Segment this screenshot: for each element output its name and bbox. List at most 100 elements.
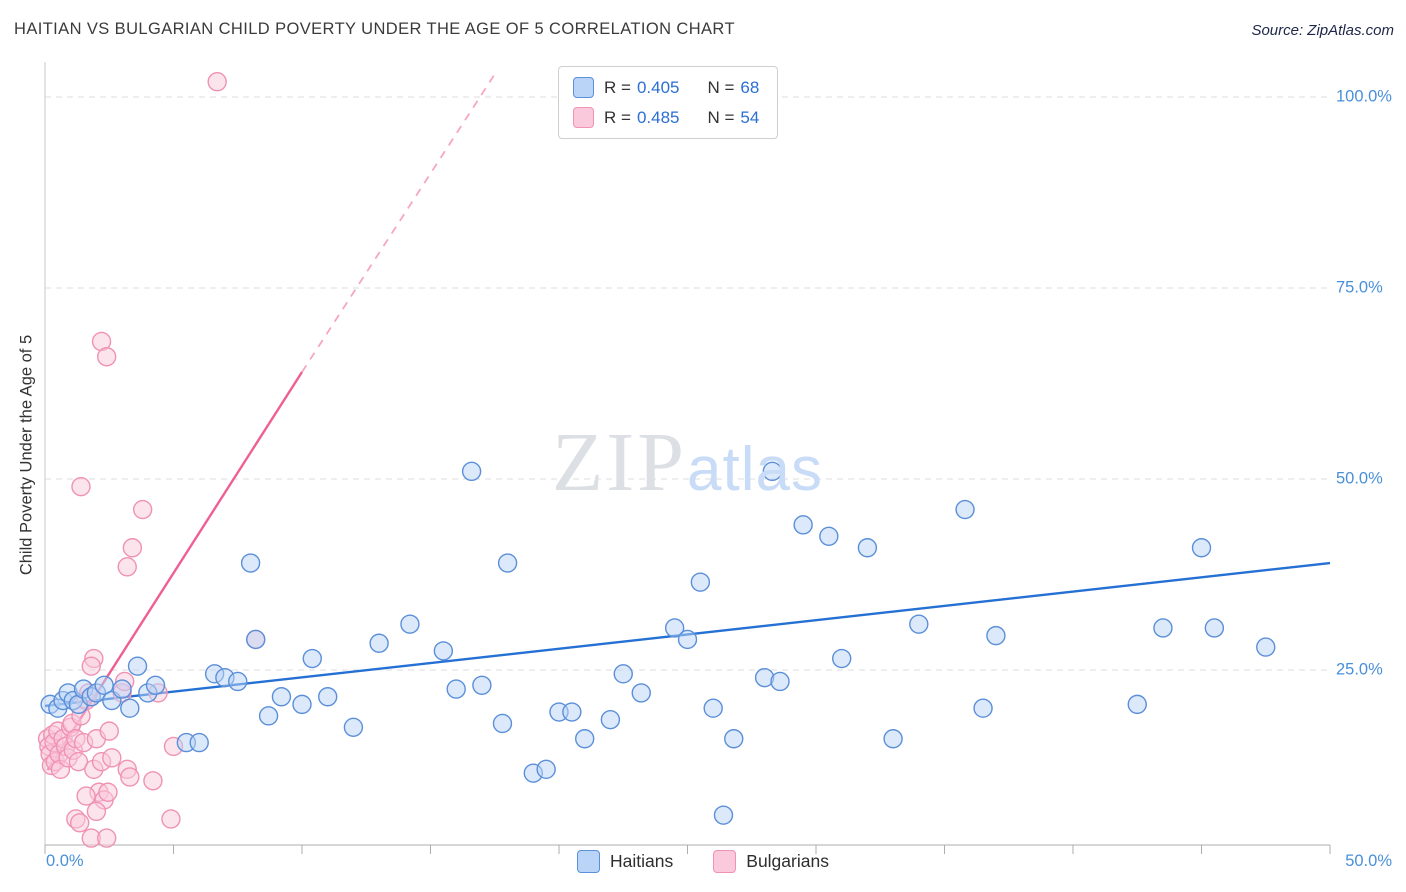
haitians-scatter-point[interactable] bbox=[228, 671, 248, 692]
haitians-scatter-point[interactable] bbox=[145, 675, 166, 695]
haitians-scatter-point[interactable] bbox=[664, 618, 685, 638]
haitians-scatter-point[interactable] bbox=[302, 648, 322, 669]
y-axis-tick-label-25: 25.0% bbox=[1336, 660, 1383, 679]
bulgarians-scatter-point[interactable] bbox=[102, 748, 122, 768]
haitians-scatter-point[interactable] bbox=[318, 687, 338, 707]
haitians-legend-swatch[interactable] bbox=[577, 850, 601, 873]
haitians-scatter-point[interactable] bbox=[713, 805, 734, 825]
bulgarians-scatter-point[interactable] bbox=[76, 786, 96, 806]
bulgarians-scatter-point[interactable] bbox=[120, 767, 140, 787]
source-attribution[interactable]: Source: ZipAtlas.com bbox=[1251, 22, 1394, 39]
bulgarians-scatter-point[interactable] bbox=[86, 801, 107, 822]
page-title: HAITIAN VS BULGARIAN CHILD POVERTY UNDER… bbox=[14, 20, 735, 38]
y-axis-tick-label-75: 75.0% bbox=[1336, 278, 1383, 297]
x-axis-min-label: 0.0% bbox=[46, 852, 84, 870]
correlation-legend-box: R = 0.405 N = 68 R = 0.485 N = 54 bbox=[558, 66, 779, 139]
haitians-scatter-point[interactable] bbox=[120, 698, 140, 718]
haitians-scatter-point[interactable] bbox=[677, 629, 698, 650]
bulgarians-scatter-point[interactable] bbox=[69, 813, 90, 833]
haitians-scatter-point[interactable] bbox=[461, 461, 482, 482]
r-prefix: R = bbox=[604, 107, 631, 127]
haitians-scatter-point[interactable] bbox=[986, 625, 1006, 646]
haitians-scatter-point[interactable] bbox=[724, 729, 744, 749]
haitians-scatter-point[interactable] bbox=[857, 538, 878, 558]
legend-row-haitians: R = 0.405 N = 68 bbox=[573, 77, 759, 98]
haitians-scatter-point[interactable] bbox=[1256, 637, 1276, 657]
haitians-scatter-point[interactable] bbox=[492, 713, 513, 734]
haitians-scatter-point[interactable] bbox=[703, 698, 723, 718]
bulgarians-scatter-point[interactable] bbox=[68, 751, 89, 772]
bulgarians-scatter-point[interactable] bbox=[117, 557, 137, 577]
haitians-scatter-point[interactable] bbox=[497, 553, 518, 573]
haitians-scatter-point[interactable] bbox=[832, 648, 852, 669]
bulgarians-scatter-point[interactable] bbox=[143, 771, 163, 791]
bulgarians-scatter-point[interactable] bbox=[81, 656, 101, 676]
legend-row-bulgarians: R = 0.485 N = 54 bbox=[573, 107, 759, 128]
bulgarians-scatter-point[interactable] bbox=[122, 538, 143, 558]
haitians-scatter-point[interactable] bbox=[600, 709, 621, 730]
haitians-legend-label: Haitians bbox=[610, 851, 674, 871]
r-value-haitians: 0.405 bbox=[636, 77, 680, 97]
haitians-scatter-point[interactable] bbox=[1204, 618, 1225, 638]
r-prefix: R = bbox=[604, 77, 631, 97]
bulgarians-scatter-point[interactable] bbox=[96, 347, 117, 367]
haitians-scatter-point[interactable] bbox=[369, 633, 389, 653]
haitians-scatter-point[interactable] bbox=[793, 515, 813, 535]
bulgarians-trend-line-extension bbox=[301, 69, 499, 373]
haitians-scatter-point[interactable] bbox=[240, 553, 261, 573]
haitians-scatter-point[interactable] bbox=[94, 675, 114, 695]
r-value-bulgarians: 0.485 bbox=[636, 107, 680, 127]
bulgarians-legend-label: Bulgarians bbox=[746, 851, 829, 871]
series-legend: Haitians Bulgarians bbox=[0, 850, 1406, 873]
bulgarians-scatter-point[interactable] bbox=[71, 476, 91, 497]
n-value-bulgarians: 54 bbox=[740, 107, 760, 127]
haitians-scatter-point[interactable] bbox=[343, 717, 364, 737]
haitians-scatter-point[interactable] bbox=[1127, 694, 1147, 715]
bulgarians-scatter-point[interactable] bbox=[207, 72, 227, 92]
haitians-scatter-point[interactable] bbox=[575, 729, 595, 749]
n-value-haitians: 68 bbox=[740, 77, 760, 97]
haitians-scatter-point[interactable] bbox=[112, 679, 132, 699]
haitians-scatter-point[interactable] bbox=[562, 702, 582, 722]
haitians-scatter-point[interactable] bbox=[258, 706, 279, 726]
haitians-scatter-point[interactable] bbox=[909, 614, 929, 634]
y-axis-tick-label-100: 100.0% bbox=[1336, 87, 1392, 106]
bulgarians-scatter-point[interactable] bbox=[132, 499, 153, 520]
haitians-scatter-point[interactable] bbox=[955, 499, 975, 520]
haitians-scatter-point[interactable] bbox=[631, 683, 651, 703]
bulgarians-scatter-point[interactable] bbox=[96, 828, 117, 848]
n-prefix: N = bbox=[707, 77, 735, 97]
haitians-scatter-point[interactable] bbox=[292, 694, 312, 715]
haitians-legend-swatch[interactable] bbox=[573, 77, 594, 98]
y-axis-tick-label-50: 50.0% bbox=[1336, 469, 1383, 488]
haitians-scatter-point[interactable] bbox=[770, 671, 790, 692]
haitians-scatter-point[interactable] bbox=[1153, 618, 1173, 638]
n-prefix: N = bbox=[707, 107, 735, 127]
bulgarians-scatter-point[interactable] bbox=[98, 782, 118, 802]
haitians-scatter-point[interactable] bbox=[472, 675, 492, 695]
legend-item-bulgarians[interactable]: Bulgarians bbox=[713, 850, 829, 873]
haitians-scatter-point[interactable] bbox=[690, 572, 711, 592]
haitians-scatter-point[interactable] bbox=[400, 614, 420, 634]
haitians-scatter-point[interactable] bbox=[1191, 538, 1212, 558]
bulgarians-scatter-point[interactable] bbox=[161, 809, 181, 829]
bulgarians-scatter-point[interactable] bbox=[99, 721, 119, 741]
haitians-scatter-point[interactable] bbox=[883, 729, 903, 749]
bulgarians-legend-swatch[interactable] bbox=[573, 107, 594, 128]
x-axis-max-label: 50.0% bbox=[1345, 852, 1392, 870]
haitians-scatter-point[interactable] bbox=[536, 759, 556, 780]
haitians-scatter-point[interactable] bbox=[613, 664, 633, 684]
haitians-scatter-point[interactable] bbox=[446, 679, 466, 699]
haitians-scatter-point[interactable] bbox=[189, 732, 209, 753]
bulgarians-legend-swatch[interactable] bbox=[713, 850, 737, 873]
legend-item-haitians[interactable]: Haitians bbox=[577, 850, 673, 873]
haitians-scatter-point[interactable] bbox=[973, 698, 993, 718]
haitians-scatter-point[interactable] bbox=[271, 687, 292, 707]
haitians-scatter-point[interactable] bbox=[246, 629, 266, 650]
haitians-scatter-point[interactable] bbox=[819, 526, 839, 546]
haitians-scatter-point[interactable] bbox=[433, 641, 454, 661]
haitians-scatter-point[interactable] bbox=[762, 461, 783, 482]
haitians-scatter-point[interactable] bbox=[127, 656, 148, 676]
